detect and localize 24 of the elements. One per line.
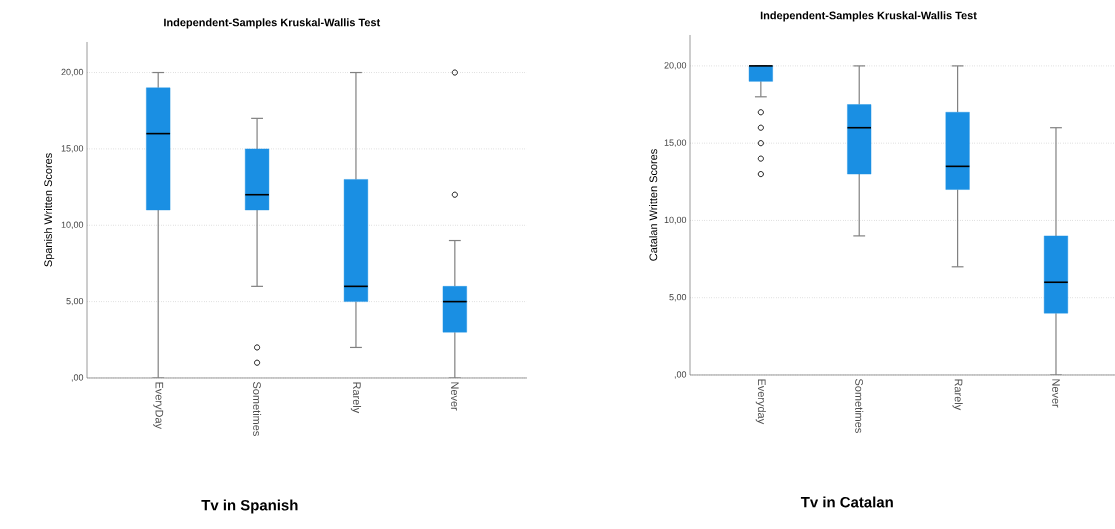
chart-title: Independent-Samples Kruskal-Wallis Test <box>164 18 381 29</box>
x-tick-label: Sometimes <box>253 382 262 436</box>
y-tick-label: 5,00 <box>669 294 687 302</box>
x-tick-label: Everyday <box>755 379 766 425</box>
x-tick-label: EveryDay <box>153 382 164 429</box>
x-tick-label: Never <box>1052 379 1060 408</box>
y-axis-title: Catalan Written Scores <box>649 149 658 261</box>
y-tick-label: 15,00 <box>664 139 687 147</box>
x-tick-label: Rarely <box>350 382 362 414</box>
y-tick-label: 5,00 <box>66 297 84 306</box>
x-tick-label: Never <box>451 382 459 411</box>
x-axis-title: Tv in Catalan <box>800 496 893 508</box>
y-tick-label: ,00 <box>71 374 84 382</box>
x-tick-label: Sometimes <box>855 379 864 433</box>
y-tick-label: 10,00 <box>61 221 84 229</box>
chart-title: Independent-Samples Kruskal-Wallis Test <box>760 11 977 22</box>
y-tick-label: 20,00 <box>664 62 687 70</box>
y-tick-label: 20,00 <box>61 68 84 77</box>
x-tick-label: Rarely <box>952 379 963 411</box>
x-axis-title: Tv in Spanish <box>201 499 298 514</box>
y-tick-label: ,00 <box>674 371 687 379</box>
y-tick-label: 10,00 <box>664 216 687 225</box>
y-axis-title: Spanish Written Scores <box>44 153 55 267</box>
y-tick-label: 15,00 <box>61 145 84 153</box>
